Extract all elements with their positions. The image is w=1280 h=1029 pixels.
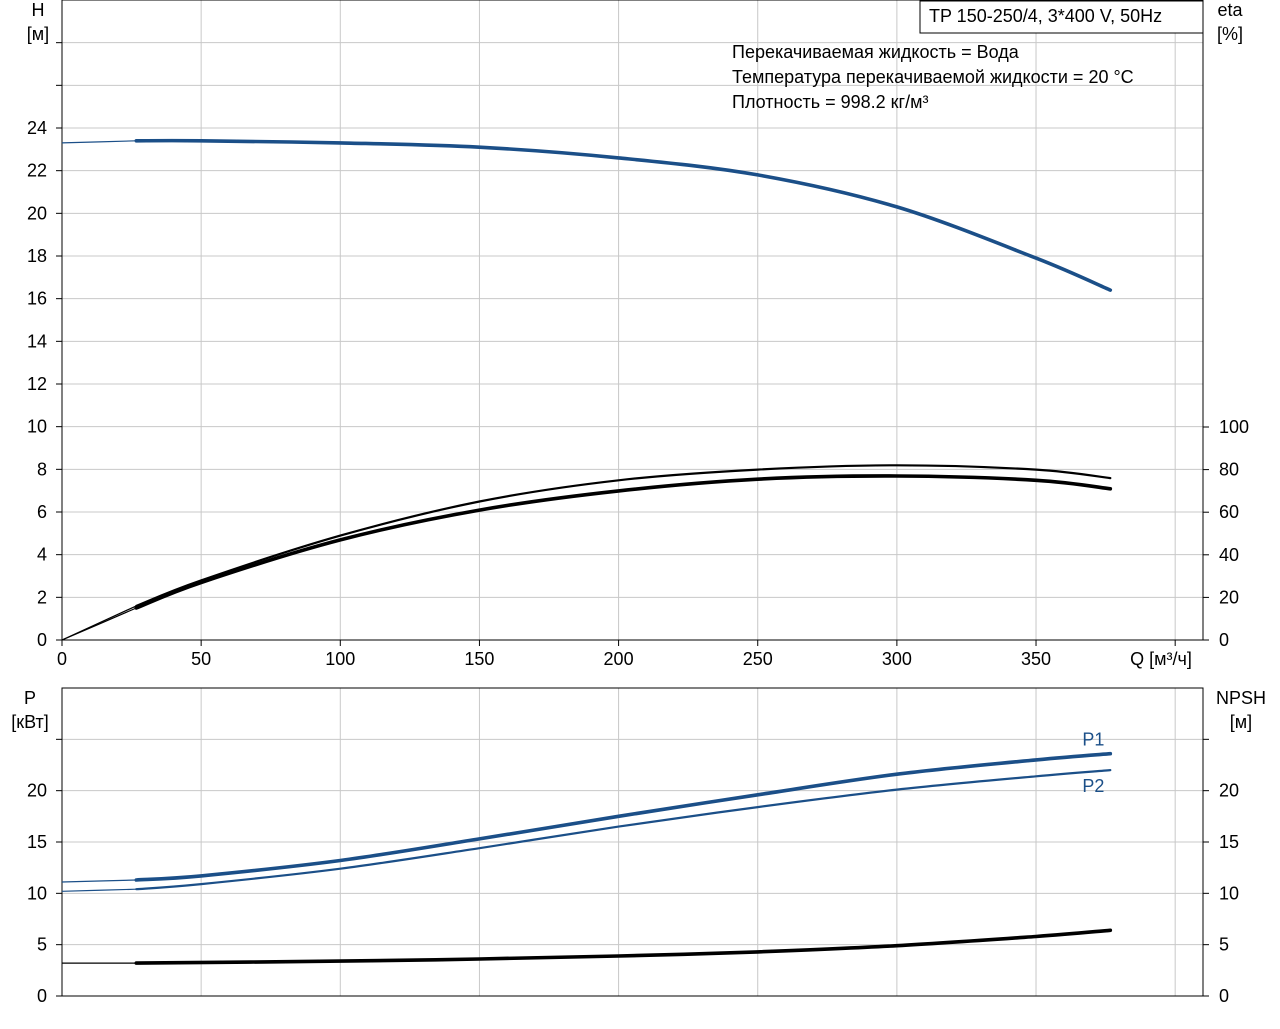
eta-tick-label: 80 — [1219, 460, 1239, 480]
p1-curve — [134, 751, 1113, 882]
p-tick-label: 15 — [27, 832, 47, 852]
h-tick-label: 20 — [27, 203, 47, 223]
eta-tick-label: 60 — [1219, 502, 1239, 522]
h-tick-label: 0 — [37, 630, 47, 650]
eta-tick-label: 0 — [1219, 630, 1229, 650]
eta-curve-lead-in-2 — [61, 607, 137, 641]
title-box — [919, 0, 1204, 34]
series-labels: P1 P2 — [1082, 730, 1104, 796]
x-tick-label: 250 — [743, 649, 773, 669]
x-tick-label: 50 — [191, 649, 211, 669]
h-axis-unit: [м] — [27, 24, 49, 44]
h-curve-lead-in-0 — [61, 140, 137, 144]
top-chart-frame — [61, 0, 1204, 641]
h-tick-label: 10 — [27, 417, 47, 437]
eta-tick-label: 40 — [1219, 545, 1239, 565]
npsh-tick-label: 15 — [1219, 832, 1239, 852]
x-tick-label: 0 — [57, 649, 67, 669]
npsh-curve — [134, 928, 1113, 965]
bottom-chart-ticks: 0 0 5 5 10 10 15 15 20 20 — [27, 738, 1239, 1006]
h-tick-label: 16 — [27, 289, 47, 309]
npsh-axis-label: NPSH — [1216, 688, 1266, 708]
x-tick-label: 100 — [325, 649, 355, 669]
h-tick-label: 18 — [27, 246, 47, 266]
p1-curve-label: P1 — [1082, 730, 1104, 750]
top-chart-series — [61, 138, 1113, 641]
p-tick-label: 20 — [27, 781, 47, 801]
eta-tick-label: 100 — [1219, 417, 1249, 437]
h-curve-0 — [134, 138, 1113, 292]
eta-curve-1 — [135, 464, 1112, 607]
h-tick-label: 14 — [27, 331, 47, 351]
p2-curve — [135, 769, 1112, 891]
x-tick-label: 300 — [882, 649, 912, 669]
info-line-temperature: Температура перекачиваемой жидкости = 20… — [732, 67, 1134, 87]
h-tick-label: 2 — [37, 587, 47, 607]
x-tick-label: 200 — [604, 649, 634, 669]
npsh-tick-label: 10 — [1219, 883, 1239, 903]
x-tick-label: 150 — [464, 649, 494, 669]
title-box-text: TP 150-250/4, 3*400 V, 50Hz — [929, 6, 1162, 26]
bottom-chart-series — [61, 751, 1113, 965]
q-axis-label: Q [м³/ч] — [1130, 649, 1192, 669]
h-tick-label: 6 — [37, 502, 47, 522]
npsh-tick-label: 20 — [1219, 781, 1239, 801]
info-line-fluid: Перекачиваемая жидкость = Вода — [732, 42, 1020, 62]
h-tick-label: 8 — [37, 459, 47, 479]
p-axis-unit: [кВт] — [11, 712, 49, 732]
h-tick-label: 22 — [27, 161, 47, 181]
eta-axis-label: eta — [1217, 0, 1243, 20]
p1-curve-lead-in — [61, 879, 137, 883]
bottom-chart-grid — [62, 688, 1203, 996]
p-tick-label: 10 — [27, 883, 47, 903]
h-tick-label: 12 — [27, 374, 47, 394]
h-tick-label: 24 — [27, 118, 47, 138]
npsh-axis-unit: [м] — [1230, 712, 1252, 732]
info-line-density: Плотность = 998.2 кг/м³ — [732, 92, 928, 112]
p-axis-label: P — [24, 688, 36, 708]
h-axis-label: H — [32, 0, 45, 20]
p-tick-label: 5 — [37, 935, 47, 955]
npsh-tick-label: 0 — [1219, 986, 1229, 1006]
top-chart-ticks: 0 50 100 150 200 250 300 3500246810121416182022… — [27, 42, 1249, 669]
npsh-tick-label: 5 — [1219, 935, 1229, 955]
top-chart-grid — [62, 0, 1203, 640]
eta-axis-unit: [%] — [1217, 24, 1243, 44]
p2-curve-label: P2 — [1082, 776, 1104, 796]
eta-curve-2 — [134, 474, 1113, 610]
x-tick-label: 350 — [1021, 649, 1051, 669]
p-tick-label: 0 — [37, 986, 47, 1006]
eta-tick-label: 20 — [1219, 587, 1239, 607]
p2-curve-lead-in — [61, 888, 137, 892]
h-tick-label: 4 — [37, 545, 47, 565]
